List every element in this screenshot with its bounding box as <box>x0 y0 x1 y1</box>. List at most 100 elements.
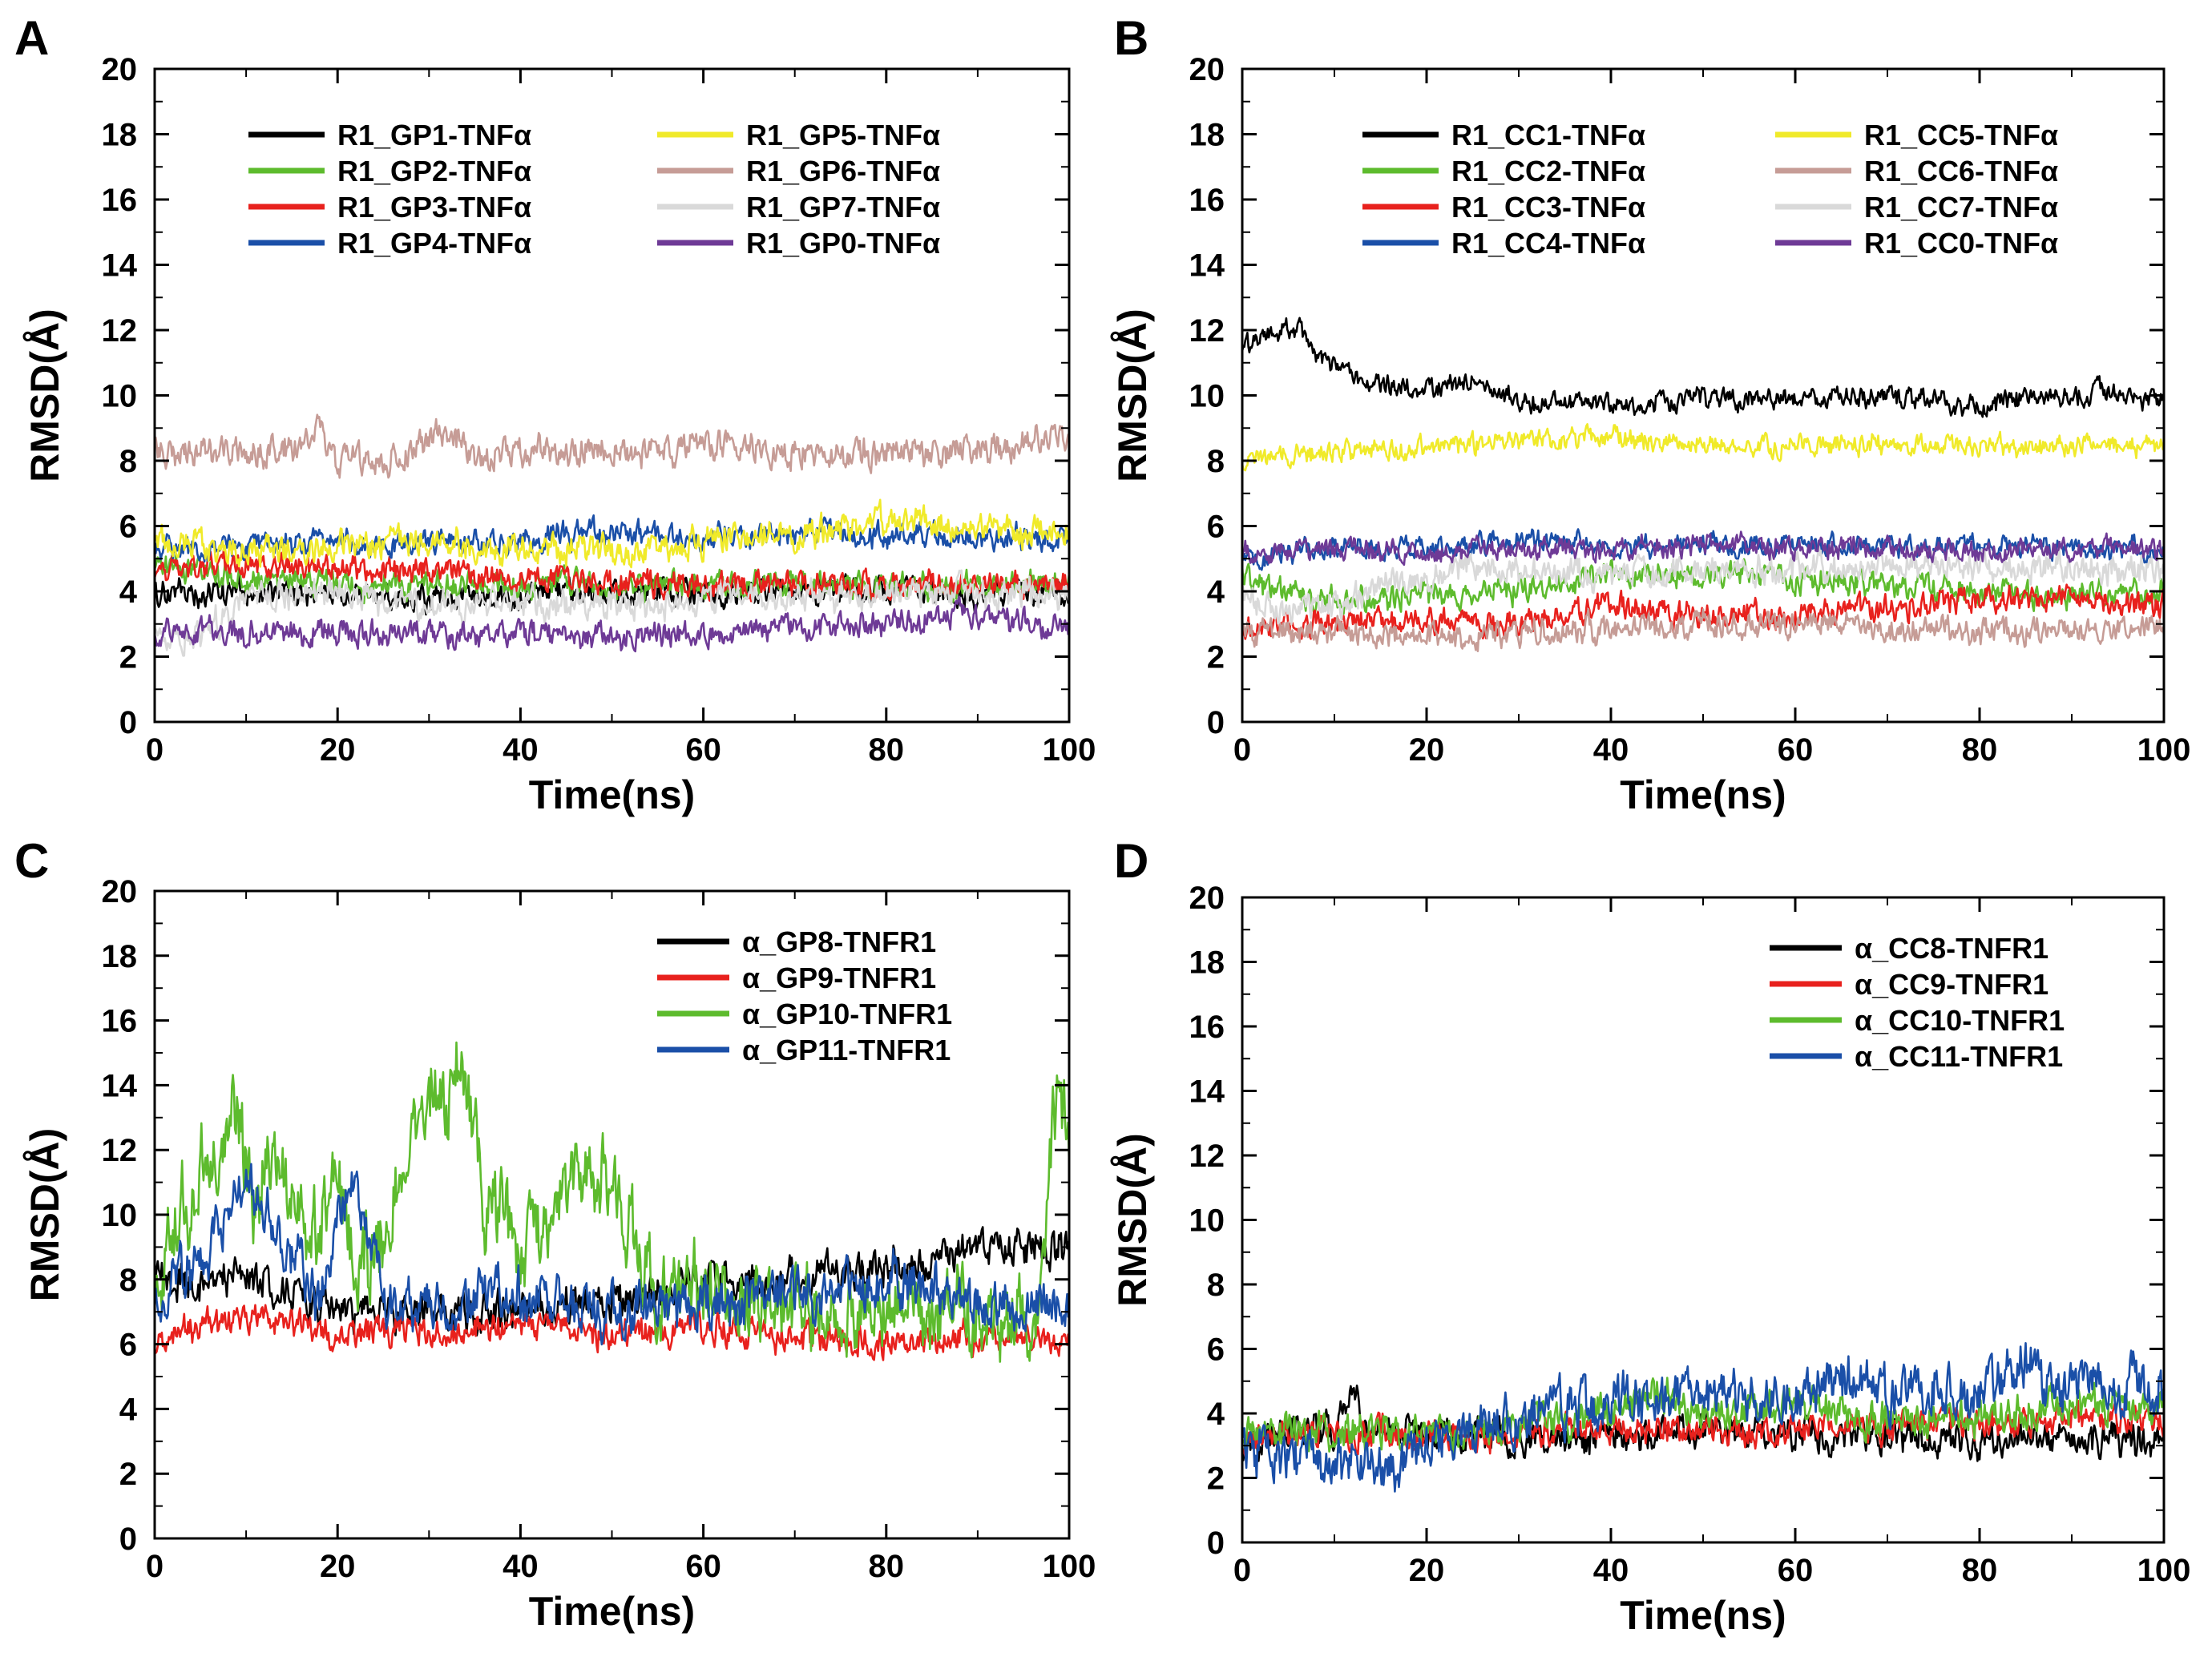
legend-label: R1_GP7-TNFα <box>746 191 940 224</box>
panel-letter: C <box>14 834 49 888</box>
chart-panel-b: B 0 20 40 60 80 100 0 2 4 6 8 10 12 14 16 18 20 Time(ns) RM… <box>1110 11 2190 817</box>
series-line-R1_CC1-TNFα <box>1242 316 2164 418</box>
x-tick-label: 60 <box>685 1549 721 1584</box>
x-axis-title: Time(ns) <box>1620 772 1786 817</box>
x-tick-label: 100 <box>2137 732 2191 768</box>
y-tick-label: 10 <box>102 1198 138 1233</box>
series-line-R1_GP0-TNFα <box>155 595 1069 653</box>
panels: A0 20 40 60 80 10002468101214161820Time(ns)RM… <box>14 11 2190 1638</box>
y-tick-label: 8 <box>1207 1268 1225 1303</box>
legend-label: R1_GP1-TNFα <box>337 119 531 151</box>
x-tick-label: 40 <box>1593 1553 1629 1588</box>
series-line-R1_CC0-TNFα <box>1242 530 2164 566</box>
legend-label: R1_CC1-TNFα <box>1451 119 1645 151</box>
y-axis-title: RMSD(Å) <box>22 308 67 482</box>
y-tick-label: 18 <box>1189 945 1225 981</box>
legend-label: R1_GP2-TNFα <box>337 155 531 187</box>
y-tick-label: 4 <box>1207 1397 1225 1432</box>
y-tick-label: 6 <box>1207 510 1225 545</box>
legend-label: α_GP9-TNFR1 <box>742 962 936 994</box>
x-tick-label: 0 <box>1233 732 1251 768</box>
y-tick-label: 16 <box>102 183 138 218</box>
y-tick-label: 2 <box>119 640 137 675</box>
y-tick-label: 8 <box>1207 444 1225 479</box>
series-line-R1_GP6-TNFα <box>155 413 1069 479</box>
legend-label: R1_GP4-TNFα <box>337 227 531 260</box>
legend-label: R1_CC3-TNFα <box>1451 191 1645 224</box>
y-tick-label: 20 <box>102 874 138 909</box>
legend-label: R1_CC4-TNFα <box>1451 227 1645 260</box>
chart-panel-c: C 0 20 40 60 80 100 0 2 4 6 8 10 12 14 16 18 20 Time(ns) RM… <box>14 834 1096 1634</box>
x-tick-label: 0 <box>146 1549 163 1584</box>
series-line-α_CC11-TNFR1 <box>1242 1342 2164 1493</box>
y-axis-title: RMSD(Å) <box>1110 1133 1155 1307</box>
y-axis-title: RMSD(Å) <box>1110 308 1155 482</box>
legend-label: α_GP8-TNFR1 <box>742 925 936 958</box>
panel-letter: A <box>14 11 49 65</box>
series-line-α_GP9-TNFR1 <box>155 1304 1069 1361</box>
legend: R1_GP1-TNFα R1_GP2-TNFα R1_GP3-TNFαR1_GP4-… <box>248 119 940 260</box>
y-tick-label: 4 <box>119 574 138 610</box>
x-tick-label: 100 <box>2137 1553 2191 1588</box>
legend-label: R1_CC2-TNFα <box>1451 155 1645 187</box>
series-line-α_GP11-TNFR1 <box>155 1163 1069 1346</box>
y-axis-title: RMSD(Å) <box>22 1128 67 1302</box>
y-tick-label: 12 <box>1189 1139 1225 1174</box>
series-line-α_GP8-TNFR1 <box>155 1226 1069 1336</box>
legend-label: R1_CC0-TNFα <box>1864 227 2058 260</box>
legend-label: α_GP10-TNFR1 <box>742 998 952 1030</box>
legend-label: R1_GP6-TNFα <box>746 155 940 187</box>
x-tick-label: 0 <box>1233 1553 1251 1588</box>
x-tick-label: 20 <box>1409 1553 1445 1588</box>
y-tick-label: 20 <box>102 52 138 87</box>
legend-label: α_CC10-TNFR1 <box>1855 1004 2065 1037</box>
y-tick-label: 2 <box>1207 640 1225 675</box>
y-tick-label: 4 <box>1207 574 1225 610</box>
y-tick-label: 0 <box>1207 1526 1225 1561</box>
y-tick-label: 12 <box>102 1133 138 1168</box>
y-tick-label: 10 <box>102 379 138 414</box>
y-tick-label: 0 <box>1207 705 1225 740</box>
y-tick-label: 16 <box>1189 1010 1225 1045</box>
x-tick-label: 20 <box>320 732 356 768</box>
series-line-R1_GP5-TNFα <box>155 498 1069 569</box>
x-tick-label: 60 <box>685 732 721 768</box>
x-tick-label: 100 <box>1043 1549 1096 1584</box>
x-tick-label: 80 <box>1962 1553 1998 1588</box>
y-tick-label: 16 <box>1189 183 1225 218</box>
x-tick-label: 40 <box>1593 732 1629 768</box>
x-tick-label: 20 <box>1409 732 1445 768</box>
y-tick-label: 6 <box>119 1328 137 1363</box>
y-tick-label: 10 <box>1189 1203 1225 1239</box>
y-tick-label: 20 <box>1189 52 1225 87</box>
y-tick-label: 8 <box>119 1263 137 1298</box>
x-tick-label: 40 <box>503 732 539 768</box>
legend-label: α_GP11-TNFR1 <box>742 1034 951 1066</box>
y-tick-label: 12 <box>1189 313 1225 349</box>
legend-label: R1_CC5-TNFα <box>1864 119 2058 151</box>
legend: α_GP8-TNFR1 α_GP9-TNFR1 α_GP10-TNFR1 α_GP11… <box>657 925 952 1066</box>
y-tick-label: 18 <box>102 939 138 974</box>
y-tick-label: 18 <box>102 118 138 153</box>
y-tick-label: 0 <box>119 705 137 740</box>
legend: α_CC8-TNFR1α_CC9-TNFR1α_CC10-TNFR1α_CC11… <box>1770 932 2065 1073</box>
y-tick-label: 2 <box>119 1457 137 1492</box>
legend-label: R1_CC7-TNFα <box>1864 191 2058 224</box>
x-tick-label: 100 <box>1043 732 1096 768</box>
series-line-R1_GP7-TNFα <box>155 569 1069 657</box>
series-line-R1_CC6-TNFα <box>1242 607 2164 652</box>
x-tick-label: 40 <box>503 1549 539 1584</box>
x-axis-title: Time(ns) <box>529 1589 695 1634</box>
chart-panel-a: A 0 20 40 60 80 100 0 2 4 6 8 10 12 14 16 18 20 Time(ns) RM… <box>14 11 1096 817</box>
legend: R1_CC1-TNFα R1_CC2-TNFα R1_CC3-TNFαR1_CC4-… <box>1362 119 2058 260</box>
y-tick-label: 6 <box>119 510 137 545</box>
legend-label: R1_GP0-TNFα <box>746 227 940 260</box>
y-tick-label: 8 <box>119 444 137 479</box>
x-axis-title: Time(ns) <box>1620 1593 1786 1638</box>
y-tick-label: 6 <box>1207 1332 1225 1368</box>
y-tick-label: 12 <box>102 313 138 349</box>
panel-letter: B <box>1114 11 1148 65</box>
y-tick-label: 18 <box>1189 118 1225 153</box>
y-tick-label: 14 <box>1189 1074 1225 1110</box>
